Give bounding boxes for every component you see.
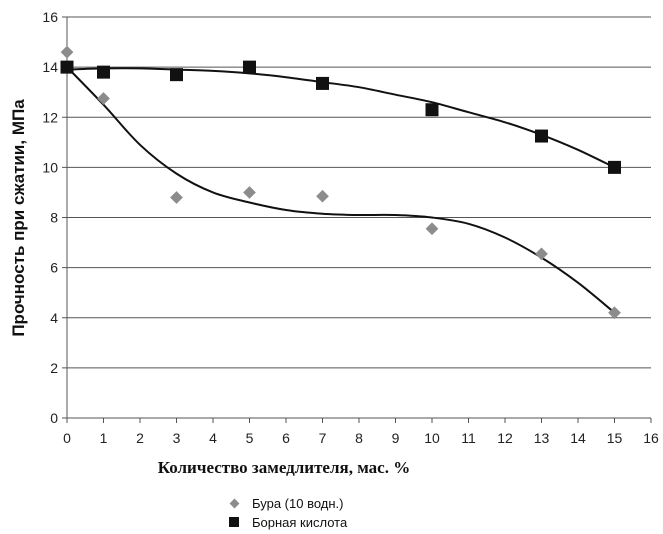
x-tick-label: 3 (173, 430, 181, 446)
legend-marker-diamond (229, 498, 240, 509)
data-point-square (535, 129, 548, 143)
data-point-square (316, 76, 329, 90)
x-tick-label: 5 (246, 430, 254, 446)
data-point-square (608, 160, 621, 174)
y-tick-labels: 0 2 4 6 8 10 12 14 16 (42, 9, 58, 426)
x-tick-label: 1 (100, 430, 108, 446)
data-point-diamond (170, 191, 183, 204)
x-tick-label: 11 (461, 430, 476, 446)
data-point-diamond (243, 186, 256, 199)
trend-line-series-0 (66, 66, 616, 314)
legend-item-boric-acid: Борная кислота (229, 515, 348, 530)
x-tick-label: 2 (136, 430, 144, 446)
legend-label: Бура (10 водн.) (252, 496, 343, 511)
y-tick-label: 8 (50, 210, 58, 226)
x-tick-label: 8 (355, 430, 363, 446)
y-tick-label: 14 (42, 59, 58, 75)
x-axis-label: Количество замедлителя, мас. % (158, 458, 410, 477)
grid-lines (67, 16, 651, 369)
legend-item-borax: Бура (10 водн.) (229, 496, 343, 511)
x-tick-label: 6 (282, 430, 290, 446)
x-tick-label: 16 (643, 430, 659, 446)
x-tick-label: 4 (209, 430, 217, 446)
data-point-square (170, 68, 183, 82)
data-point-diamond (425, 222, 439, 236)
data-point-square (97, 65, 110, 79)
y-tick-label: 4 (50, 310, 58, 326)
y-tick-label: 16 (42, 9, 58, 25)
data-point-diamond (316, 189, 329, 203)
data-point-square (425, 103, 439, 117)
y-tick-label: 12 (42, 109, 58, 125)
x-tick-label: 13 (534, 430, 550, 446)
x-tick-label: 10 (424, 430, 440, 446)
legend: Бура (10 водн.) Борная кислота (229, 496, 348, 530)
x-tick-label: 12 (497, 430, 513, 446)
legend-label: Борная кислота (252, 515, 348, 530)
x-tick-label: 0 (63, 430, 71, 446)
x-tick-labels: 0 1 2 3 4 5 6 7 8 9 10 11 12 13 14 15 16 (63, 430, 659, 446)
axes (62, 16, 652, 423)
trend-lines (66, 66, 616, 314)
x-tick-label: 14 (570, 430, 586, 446)
data-point-square (243, 60, 256, 74)
x-tick-label: 9 (392, 430, 400, 446)
legend-marker-square (229, 517, 239, 527)
y-tick-label: 2 (50, 360, 58, 376)
y-tick-label: 0 (50, 410, 58, 426)
y-axis-label: Прочность при сжатии, МПа (9, 99, 28, 337)
x-tick-label: 15 (607, 430, 623, 446)
x-tick-label: 7 (319, 430, 327, 446)
data-point-square (60, 60, 74, 74)
y-tick-label: 10 (42, 159, 58, 175)
y-tick-label: 6 (50, 260, 58, 276)
trend-line-series-1 (66, 67, 615, 169)
